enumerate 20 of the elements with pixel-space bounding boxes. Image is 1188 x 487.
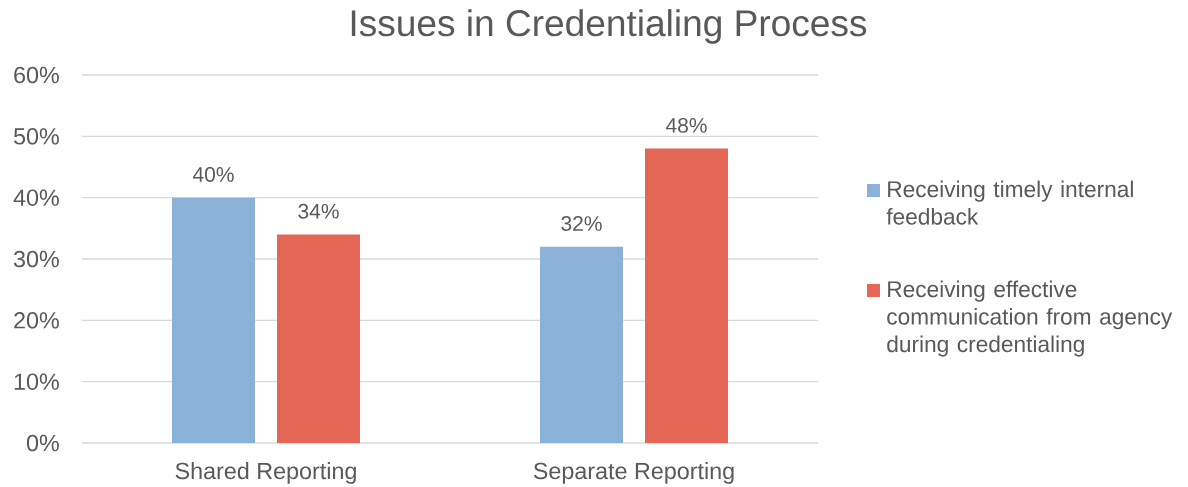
- data-label: 48%: [665, 117, 707, 133]
- data-label: 32%: [561, 216, 602, 231]
- y-tick-label: 10%: [14, 373, 59, 390]
- bar: [172, 197, 255, 443]
- legend-label: Receiving timely internal feedback: [886, 180, 1133, 225]
- y-tick-label: 0%: [26, 434, 59, 452]
- bar: [277, 234, 360, 443]
- data-label: 34%: [298, 203, 339, 219]
- x-tick-label: Shared Reporting: [175, 462, 356, 484]
- data-label: 40%: [192, 167, 234, 182]
- chart-title: Issues in Credentialing Process: [351, 9, 867, 44]
- bar: [540, 246, 624, 443]
- y-tick-label: 20%: [14, 312, 59, 329]
- y-tick-label: 60%: [14, 66, 59, 84]
- bar: [645, 148, 729, 443]
- legend-label: Receiving effective communication from agency during credentialing: [887, 280, 1173, 357]
- y-tick-label: 40%: [13, 189, 59, 206]
- y-tick-label: 50%: [13, 128, 59, 145]
- x-tick-label: Separate Reporting: [533, 462, 734, 484]
- y-tick-label: 30%: [13, 250, 59, 268]
